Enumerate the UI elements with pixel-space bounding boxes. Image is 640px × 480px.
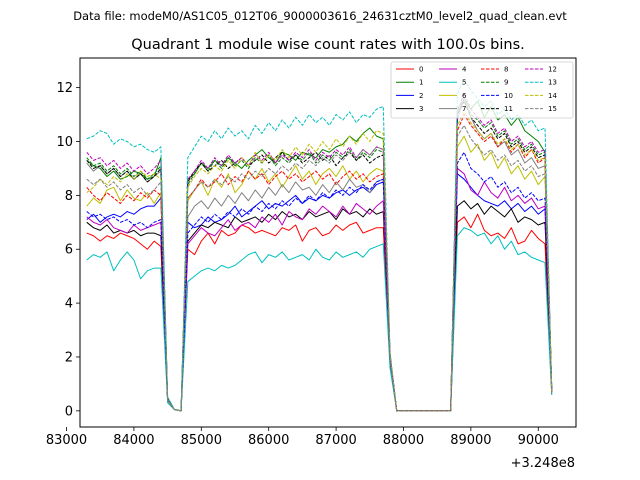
legend-label-4: 4 [462,66,467,74]
legend-label-15: 15 [548,105,557,113]
y-tick-label: 8 [65,189,73,204]
legend-label-1: 1 [419,79,423,87]
y-tick-label: 0 [65,404,73,419]
y-tick-label: 2 [65,350,73,365]
x-tick-label: 90000 [518,433,559,448]
x-axis: 83000 84000 85000 86000 87000 88000 89000 90000 [46,427,559,448]
series-line-13 [86,79,553,412]
legend-label-14: 14 [548,92,557,100]
legend-label-9: 9 [504,79,508,87]
series-line-6 [86,135,553,412]
legend-label-11: 11 [504,105,513,113]
legend-label-3: 3 [419,105,423,113]
legend-label-0: 0 [419,66,423,74]
y-tick-label: 12 [56,81,73,96]
legend-label-13: 13 [548,79,557,87]
legend-label-12: 12 [548,66,557,74]
y-tick-label: 6 [65,243,73,258]
series-line-12 [86,92,553,412]
series-layer [86,79,553,412]
series-line-15 [86,124,553,412]
series-line-11 [86,100,553,412]
x-tick-label: 86000 [248,433,289,448]
series-line-10 [86,151,553,412]
series-line-1 [86,97,553,412]
legend-label-6: 6 [462,92,467,100]
legend-label-2: 2 [419,92,423,100]
y-axis: 0 2 4 6 8 10 12 [56,81,80,419]
series-line-0 [86,213,553,412]
series-line-5 [86,227,553,412]
y-tick-label: 4 [65,297,73,312]
x-tick-label: 89000 [450,433,491,448]
x-offset-label: +3.248e8 [511,456,575,471]
legend-label-5: 5 [462,79,466,87]
x-tick-label: 88000 [383,433,424,448]
x-tick-label: 84000 [113,433,154,448]
series-line-9 [86,97,553,412]
data-file-header: Data file: modeM0/AS1C05_012T06_90000036… [73,9,567,23]
legend-label-8: 8 [504,66,508,74]
plot-frame [79,57,577,428]
legend-frame [390,61,574,119]
series-line-4 [86,167,553,412]
chart-title: Quadrant 1 module wise count rates with … [131,37,525,53]
y-tick-label: 10 [56,135,73,150]
series-line-7 [86,97,553,412]
x-tick-label: 85000 [181,433,222,448]
series-line-2 [86,173,553,412]
legend-label-7: 7 [462,105,466,113]
legend-label-10: 10 [504,92,513,100]
x-tick-label: 87000 [315,433,356,448]
x-tick-label: 83000 [46,433,87,448]
